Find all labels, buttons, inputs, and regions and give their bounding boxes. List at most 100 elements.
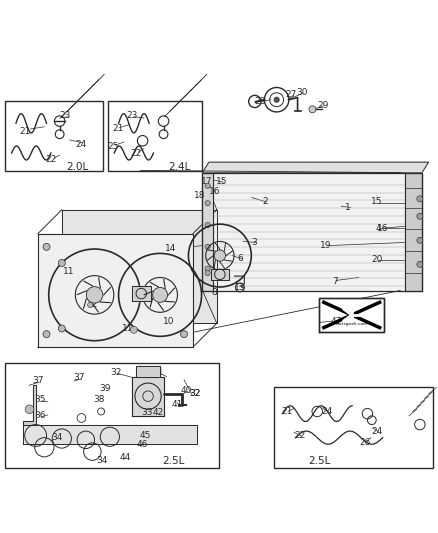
Text: 41: 41	[172, 400, 183, 408]
Text: 2.5L: 2.5L	[308, 456, 331, 466]
Circle shape	[205, 244, 210, 249]
Text: 32: 32	[111, 368, 122, 377]
Text: 11: 11	[63, 267, 74, 276]
Text: 12: 12	[87, 301, 98, 310]
Text: 24: 24	[321, 407, 333, 416]
Text: 20: 20	[371, 255, 383, 264]
Text: 23: 23	[60, 111, 71, 120]
Text: 17: 17	[201, 177, 212, 186]
Circle shape	[205, 266, 210, 271]
Circle shape	[131, 326, 138, 333]
Text: 39: 39	[99, 384, 110, 393]
Text: 2.4L: 2.4L	[169, 162, 191, 172]
Text: 14: 14	[165, 244, 177, 253]
FancyBboxPatch shape	[5, 364, 219, 468]
Polygon shape	[62, 210, 217, 323]
Circle shape	[43, 244, 50, 251]
Text: 19: 19	[320, 241, 332, 250]
Circle shape	[417, 237, 423, 244]
Text: 27: 27	[285, 91, 297, 100]
Polygon shape	[136, 366, 160, 376]
Text: 2.5L: 2.5L	[162, 456, 184, 466]
Text: 11: 11	[122, 324, 133, 333]
Text: 29: 29	[317, 101, 328, 110]
Text: 3: 3	[251, 238, 257, 247]
Circle shape	[152, 287, 167, 302]
Polygon shape	[211, 269, 229, 280]
Text: 8: 8	[212, 288, 218, 297]
Circle shape	[58, 260, 65, 266]
Text: 34: 34	[96, 456, 108, 465]
Polygon shape	[22, 425, 197, 444]
Text: 2: 2	[262, 197, 268, 206]
Circle shape	[88, 302, 93, 308]
Text: 40: 40	[180, 386, 192, 395]
Text: 47: 47	[330, 317, 342, 326]
FancyBboxPatch shape	[5, 101, 103, 171]
Circle shape	[43, 330, 50, 338]
FancyBboxPatch shape	[319, 298, 384, 332]
Circle shape	[205, 183, 210, 188]
Text: 4: 4	[375, 223, 381, 232]
Text: 30: 30	[296, 88, 308, 97]
Text: 16: 16	[209, 187, 220, 196]
Text: 26: 26	[360, 438, 371, 447]
Circle shape	[274, 97, 279, 102]
Text: 6: 6	[237, 254, 243, 263]
Text: 34: 34	[52, 433, 63, 442]
Text: 25: 25	[108, 142, 119, 151]
Circle shape	[205, 270, 210, 276]
Text: 32: 32	[189, 389, 201, 398]
Circle shape	[205, 200, 210, 206]
Text: 28: 28	[255, 97, 266, 106]
Circle shape	[309, 106, 316, 113]
Polygon shape	[202, 162, 428, 173]
Text: 2.0L: 2.0L	[66, 162, 88, 172]
Text: 18: 18	[194, 191, 205, 200]
Circle shape	[86, 287, 103, 303]
Circle shape	[417, 196, 423, 202]
Polygon shape	[132, 376, 164, 416]
Text: 35: 35	[34, 395, 46, 404]
Text: 24: 24	[371, 427, 383, 436]
Text: 1: 1	[345, 203, 351, 212]
Circle shape	[214, 250, 226, 261]
Circle shape	[205, 222, 210, 228]
Text: 15: 15	[216, 177, 228, 186]
Polygon shape	[202, 173, 213, 290]
Polygon shape	[22, 385, 36, 425]
Polygon shape	[405, 173, 422, 290]
Text: 7: 7	[332, 277, 338, 286]
Text: 10: 10	[163, 317, 174, 326]
Text: 24: 24	[76, 140, 87, 149]
Text: 42: 42	[152, 408, 163, 417]
Polygon shape	[132, 286, 151, 302]
Text: 44: 44	[120, 453, 131, 462]
Text: 32: 32	[189, 389, 201, 398]
Text: 37: 37	[74, 373, 85, 382]
Text: 22: 22	[294, 431, 305, 440]
Text: 21: 21	[19, 127, 30, 136]
Text: 38: 38	[93, 395, 105, 404]
Circle shape	[417, 261, 423, 268]
FancyBboxPatch shape	[274, 387, 433, 468]
Text: Partsgeek.com: Partsgeek.com	[336, 322, 368, 327]
Text: 23: 23	[126, 111, 138, 120]
Text: 37: 37	[32, 376, 43, 385]
Text: 15: 15	[371, 197, 383, 206]
Text: 22: 22	[131, 149, 141, 158]
Text: 31: 31	[152, 368, 164, 377]
Text: 13: 13	[234, 283, 246, 292]
Text: 33: 33	[141, 408, 153, 417]
Text: 46: 46	[137, 440, 148, 449]
Circle shape	[58, 325, 65, 332]
Text: 21: 21	[281, 407, 292, 416]
Circle shape	[180, 330, 187, 338]
Text: 36: 36	[34, 411, 46, 421]
Circle shape	[25, 405, 34, 414]
Polygon shape	[38, 234, 193, 348]
Circle shape	[417, 213, 423, 220]
FancyBboxPatch shape	[108, 101, 201, 171]
Polygon shape	[202, 173, 422, 290]
Text: 16: 16	[377, 223, 389, 232]
